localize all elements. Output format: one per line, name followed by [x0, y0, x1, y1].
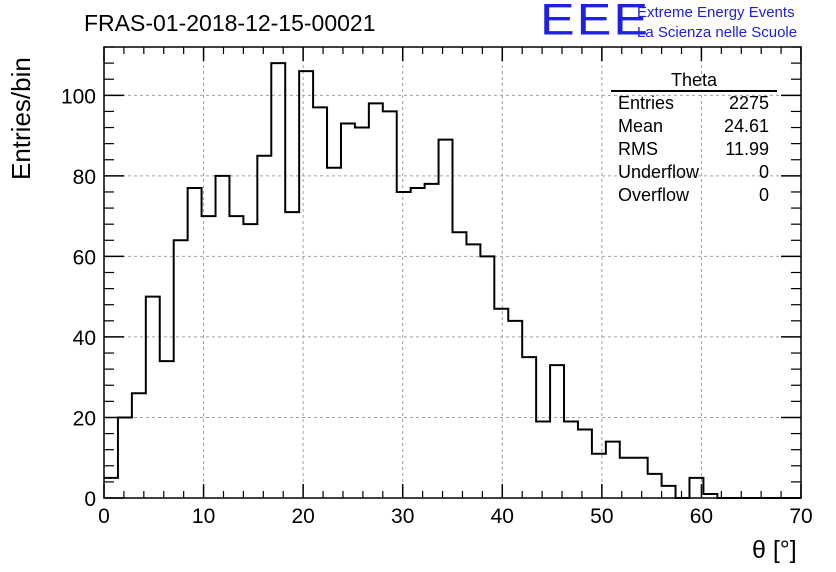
stats-row: RMS 11.99	[611, 138, 777, 161]
stats-label: Mean	[618, 116, 664, 136]
chart-title: FRAS-01-2018-12-15-00021	[84, 10, 376, 36]
y-tick-label: 40	[73, 327, 96, 350]
y-tick-label: 0	[84, 488, 96, 511]
x-tick-label: 20	[291, 505, 314, 528]
stats-row: Underflow 0	[611, 161, 777, 184]
x-tick-label: 50	[590, 505, 613, 528]
stats-row: Overflow 0	[611, 184, 777, 207]
stats-value: 11.99	[725, 139, 769, 159]
logo-line-2: La Scienza nelle Scuole	[637, 24, 798, 41]
stats-value: 0	[758, 185, 769, 205]
x-tick-label: 70	[789, 505, 812, 528]
stats-row: Entries 2275	[611, 92, 777, 115]
stats-box: Theta Entries 2275 Mean 24.61 RMS 11.99 Underf…	[611, 70, 777, 207]
y-tick-label: 60	[73, 246, 96, 269]
x-tick-label: 30	[391, 505, 414, 528]
y-tick-label: 80	[73, 166, 96, 189]
tick-labels: 0 10 20 30 40 50 60 70 0 20 40 60 80 100	[61, 85, 813, 528]
x-axis-label: θ [°]	[752, 536, 797, 564]
x-tick-label: 40	[491, 505, 514, 528]
eee-logo: EEE	[540, 0, 651, 45]
stats-label: Underflow	[618, 162, 700, 182]
stats-value: 0	[758, 162, 769, 182]
x-tick-label: 60	[690, 505, 713, 528]
axis-ticks	[103, 46, 802, 499]
histogram-line	[104, 62, 801, 499]
stats-row: Mean 24.61	[611, 115, 777, 138]
logo-line-1: Extreme Energy Events	[637, 4, 795, 21]
y-tick-label: 100	[61, 85, 96, 108]
stats-label: Overflow	[618, 185, 690, 205]
x-tick-label: 0	[98, 505, 110, 528]
stats-label: Entries	[618, 93, 675, 113]
plot-frame	[103, 46, 802, 499]
x-tick-label: 10	[192, 505, 215, 528]
stats-value: 24.61	[723, 116, 769, 136]
y-tick-label: 20	[73, 407, 96, 430]
stats-value: 2275	[728, 93, 769, 113]
stats-label: RMS	[618, 139, 658, 159]
stats-title: Theta	[611, 70, 777, 92]
